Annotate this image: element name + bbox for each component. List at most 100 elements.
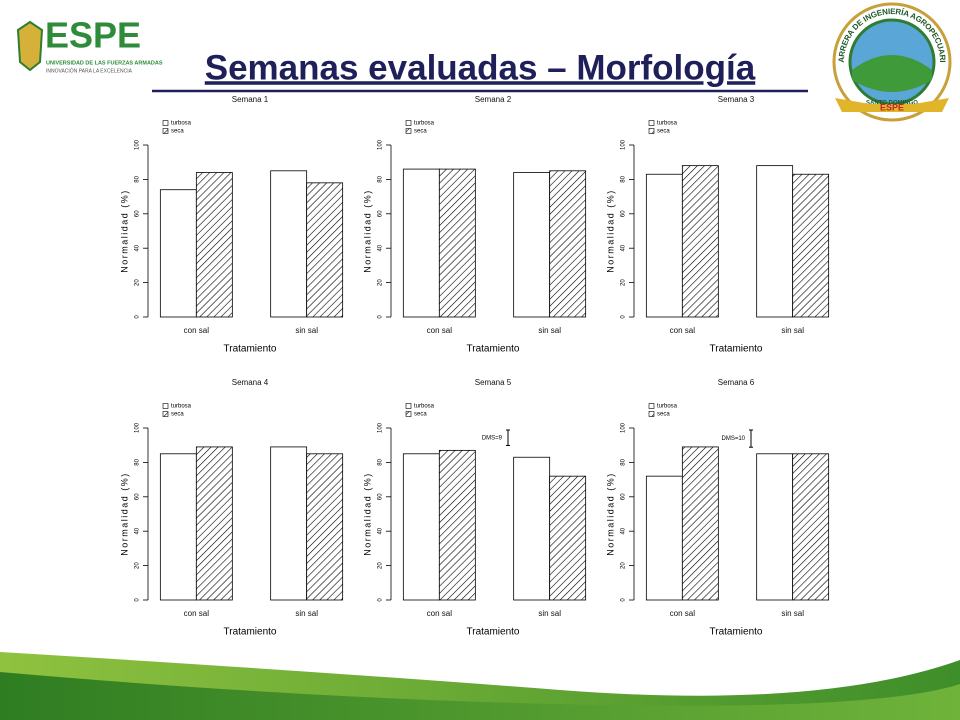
bar xyxy=(549,170,587,318)
y-axis-label: Normalidad (%) xyxy=(605,189,615,273)
bar xyxy=(270,170,308,318)
y-tick-label: 80 xyxy=(621,458,627,465)
chart-title: Semana 5 xyxy=(475,378,512,387)
legend-label: turbosa xyxy=(171,404,192,410)
y-tick-label: 20 xyxy=(621,562,627,569)
legend-swatch xyxy=(405,128,412,134)
y-tick-label: 40 xyxy=(621,527,627,534)
y-tick-label: 100 xyxy=(621,422,627,433)
y-tick-label: 60 xyxy=(378,493,384,500)
bar xyxy=(195,446,233,601)
bar xyxy=(402,168,440,318)
chart: Semana 3 0 20 40 60 80 100 Normalidad (%) Tratam… xyxy=(605,95,830,355)
chart-title: Semana 4 xyxy=(232,378,269,387)
legend-label: turbosa xyxy=(414,404,435,410)
legend-label: turbosa xyxy=(414,121,435,127)
logo-field xyxy=(852,55,932,92)
bar xyxy=(792,173,830,318)
bar xyxy=(645,475,683,601)
y-tick-label: 0 xyxy=(135,315,141,319)
legend-swatch xyxy=(405,411,412,417)
y-tick-label: 100 xyxy=(378,139,384,150)
y-tick-label: 80 xyxy=(621,175,627,182)
bar xyxy=(159,453,197,601)
y-tick-label: 80 xyxy=(378,458,384,465)
logo-name: ESPE xyxy=(45,15,141,56)
y-tick-label: 40 xyxy=(135,244,141,251)
y-axis-label: Normalidad (%) xyxy=(119,472,129,556)
x-tick-label: con sal xyxy=(427,609,453,618)
y-tick-label: 60 xyxy=(135,210,141,217)
x-tick-label: sin sal xyxy=(538,609,561,618)
y-tick-label: 0 xyxy=(378,598,384,602)
y-tick-label: 0 xyxy=(135,598,141,602)
x-tick-label: con sal xyxy=(670,609,696,618)
y-axis-label: Normalidad (%) xyxy=(362,472,372,556)
y-tick-label: 40 xyxy=(135,527,141,534)
x-tick-label: sin sal xyxy=(295,326,318,335)
y-tick-label: 60 xyxy=(621,493,627,500)
y-tick-label: 0 xyxy=(378,315,384,319)
y-tick-label: 40 xyxy=(378,527,384,534)
x-tick-label: sin sal xyxy=(781,326,804,335)
bar xyxy=(756,453,794,601)
chart: Semana 2 0 20 40 60 80 100 Normalidad (%) Tratam… xyxy=(362,95,587,355)
bar xyxy=(549,475,587,601)
y-tick-label: 100 xyxy=(135,139,141,150)
y-tick-label: 20 xyxy=(378,279,384,286)
y-tick-label: 100 xyxy=(621,139,627,150)
legend-swatch xyxy=(648,120,655,126)
y-tick-label: 80 xyxy=(135,175,141,182)
y-tick-label: 0 xyxy=(621,315,627,319)
x-tick-label: con sal xyxy=(670,326,696,335)
y-tick-label: 80 xyxy=(378,175,384,182)
y-tick-label: 60 xyxy=(621,210,627,217)
chart-title: Semana 3 xyxy=(718,95,755,104)
legend-swatch xyxy=(162,128,169,134)
chart-title: Semana 1 xyxy=(232,95,269,104)
x-tick-label: sin sal xyxy=(295,609,318,618)
bar xyxy=(681,165,719,318)
x-tick-label: sin sal xyxy=(538,326,561,335)
y-axis-label: Normalidad (%) xyxy=(119,189,129,273)
bar xyxy=(756,165,794,318)
bar xyxy=(195,172,233,318)
dms-label: DMS=9 xyxy=(482,435,503,441)
legend-label: seca xyxy=(171,129,184,135)
y-tick-label: 80 xyxy=(135,458,141,465)
bar xyxy=(792,453,830,601)
legend-swatch xyxy=(162,120,169,126)
chart: Semana 6 0 20 40 60 80 100 Normalidad (%) Tratam… xyxy=(605,378,830,638)
bar xyxy=(438,168,476,318)
x-tick-label: sin sal xyxy=(781,609,804,618)
y-tick-label: 100 xyxy=(135,422,141,433)
logo-name: ESPE xyxy=(880,102,904,112)
x-tick-label: con sal xyxy=(184,609,210,618)
x-axis-label: Tratamiento xyxy=(224,344,277,355)
bar xyxy=(270,446,308,601)
y-tick-label: 20 xyxy=(135,562,141,569)
x-axis-label: Tratamiento xyxy=(467,344,520,355)
legend-swatch xyxy=(162,411,169,417)
x-tick-label: con sal xyxy=(427,326,453,335)
legend-swatch xyxy=(162,403,169,409)
logo-left: ESPE UNIVERSIDAD DE LAS FUERZAS ARMADAS … xyxy=(16,15,163,74)
x-axis-label: Tratamiento xyxy=(710,627,763,638)
y-axis-label: Normalidad (%) xyxy=(605,472,615,556)
logo-ribbon xyxy=(835,98,949,112)
legend-label: seca xyxy=(414,412,427,418)
bar xyxy=(645,173,683,318)
slide-title: Semanas evaluadas – Morfología xyxy=(205,48,756,87)
bar xyxy=(306,182,344,318)
dms-bar xyxy=(749,429,753,448)
chart-title: Semana 6 xyxy=(718,378,755,387)
legend-label: seca xyxy=(657,129,670,135)
legend-swatch xyxy=(648,411,655,417)
logo-shield xyxy=(16,20,44,72)
bar xyxy=(681,446,719,601)
y-tick-label: 100 xyxy=(378,422,384,433)
y-tick-label: 20 xyxy=(621,279,627,286)
chart-title: Semana 2 xyxy=(475,95,512,104)
